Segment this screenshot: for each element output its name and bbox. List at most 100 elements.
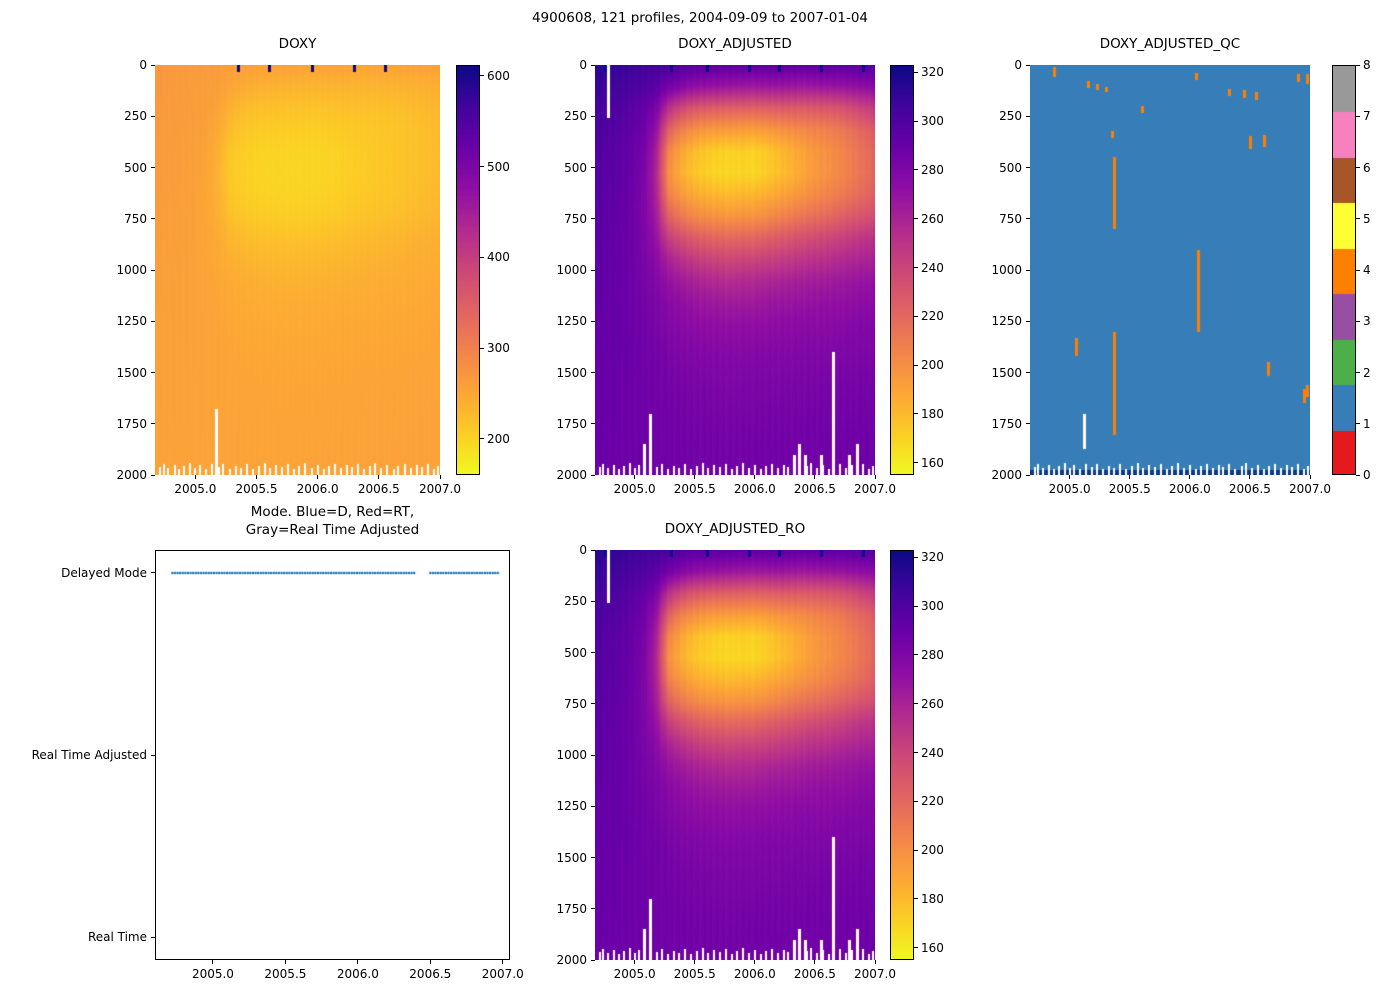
colorbar-tick-label: 7: [1363, 109, 1371, 124]
x-tick: [502, 960, 504, 964]
y-tick: [591, 600, 595, 602]
DOXY_ADJUSTED_QC-heatmap: [1030, 65, 1310, 475]
x-tick-label: 2007.0: [1289, 482, 1331, 496]
x-tick: [814, 960, 816, 964]
y-tick: [591, 64, 595, 66]
y-tick-label: 1000: [116, 263, 147, 277]
colorbar-tick-label: 300: [487, 341, 510, 355]
y-tick: [591, 549, 595, 551]
y-tick-label: 0: [579, 58, 587, 72]
colorbar-tick-label: 200: [921, 358, 944, 373]
mode-scatter: [155, 550, 510, 960]
colorbar-tick-label: 0: [1363, 468, 1371, 482]
colorbar-tick: [480, 438, 484, 440]
colorbar-tick: [914, 654, 918, 656]
colorbar-tick-label: 180: [921, 891, 944, 906]
colorbar-tick-label: 3: [1363, 314, 1371, 329]
colorbar-tick: [914, 462, 918, 464]
y-tick: [591, 908, 595, 910]
y-tick: [1026, 218, 1030, 220]
colorbar-tick: [914, 120, 918, 122]
y-tick: [1026, 320, 1030, 322]
x-tick: [284, 960, 286, 964]
x-tick-label: 2006.5: [1228, 482, 1271, 496]
y-tick: [591, 167, 595, 168]
x-tick-label: 2007.0: [419, 482, 461, 496]
x-tick-label: 2005.0: [613, 967, 656, 981]
colorbar-tick: [914, 169, 918, 171]
y-tick-label: 1500: [991, 365, 1022, 380]
colorbar-tick-label: 200: [487, 431, 510, 446]
y-tick-label: 250: [564, 109, 587, 124]
colorbar-tick-label: 180: [921, 406, 944, 421]
colorbar-tick: [914, 605, 918, 607]
colorbar-tick-label: 280: [921, 647, 944, 662]
y-tick-label: 2000: [116, 468, 147, 482]
y-tick-label: 1000: [556, 748, 587, 762]
y-tick: [151, 115, 155, 117]
colorbar-tick-label: 400: [487, 250, 510, 265]
y-tick: [1026, 64, 1030, 66]
x-tick: [874, 960, 876, 964]
y-tick: [151, 754, 155, 756]
colorbar-tick: [914, 703, 918, 705]
x-tick-label: 2007.0: [481, 967, 524, 981]
y-tick-label: 2000: [991, 468, 1022, 482]
y-tick: [151, 269, 155, 271]
x-tick: [754, 475, 756, 479]
colorbar-tick: [914, 752, 918, 754]
DOXY-title: DOXY: [278, 36, 317, 52]
y-tick: [591, 703, 595, 705]
y-tick-label: 1000: [991, 263, 1022, 277]
y-tick-label: 1250: [991, 314, 1022, 329]
x-tick: [357, 960, 359, 964]
x-tick-label: 2006.0: [296, 482, 339, 496]
DOXY_ADJUSTED_RO-colorbar: [890, 550, 914, 960]
y-tick: [151, 64, 155, 66]
colorbar-tick: [1356, 64, 1360, 66]
y-tick: [151, 936, 155, 938]
y-tick: [151, 167, 155, 168]
y-tick: [591, 652, 595, 653]
x-tick-label: 2005.5: [673, 967, 716, 981]
y-tick: [591, 218, 595, 220]
x-tick-label: 2005.5: [1108, 482, 1151, 496]
y-tick-label: 1750: [991, 416, 1022, 431]
x-tick: [754, 960, 756, 964]
y-tick-label: 1000: [556, 263, 587, 277]
x-tick-label: 2007.0: [854, 967, 896, 981]
x-tick-label: 2006.5: [793, 967, 836, 981]
y-tick: [1026, 474, 1030, 476]
y-tick: [591, 857, 595, 858]
y-tick: [1026, 423, 1030, 425]
y-tick: [151, 572, 155, 574]
y-tick-label: 0: [139, 58, 147, 72]
x-tick: [429, 960, 431, 964]
x-tick: [874, 475, 876, 479]
colorbar-tick: [914, 364, 918, 366]
figure-title: 4900608, 121 profiles, 2004-09-09 to 200…: [531, 10, 869, 26]
colorbar-tick-label: 5: [1363, 211, 1371, 226]
colorbar-tick-label: 220: [921, 794, 944, 809]
colorbar-tick-label: 160: [921, 940, 944, 955]
x-tick: [439, 475, 441, 479]
colorbar-tick: [914, 413, 918, 415]
y-tick: [151, 474, 155, 476]
x-tick-label: 2005.5: [264, 967, 307, 981]
x-tick-label: 2006.0: [336, 967, 379, 981]
y-tick-label: 1500: [116, 365, 147, 380]
x-tick-label: 2007.0: [854, 482, 896, 496]
mode-category-label: Delayed Mode: [61, 565, 147, 580]
colorbar-tick-label: 240: [921, 745, 944, 760]
colorbar-tick: [914, 267, 918, 269]
DOXY_ADJUSTED_RO-heatmap: [595, 550, 875, 960]
colorbar-tick-label: 300: [921, 599, 944, 614]
y-tick: [591, 320, 595, 322]
colorbar-tick: [1356, 167, 1360, 168]
colorbar-tick-label: 4: [1363, 263, 1371, 277]
colorbar-tick-label: 500: [487, 159, 510, 174]
x-tick: [1249, 475, 1251, 479]
y-tick-label: 2000: [556, 468, 587, 482]
y-tick-label: 750: [999, 211, 1022, 226]
DOXY-colorbar: [456, 65, 480, 475]
